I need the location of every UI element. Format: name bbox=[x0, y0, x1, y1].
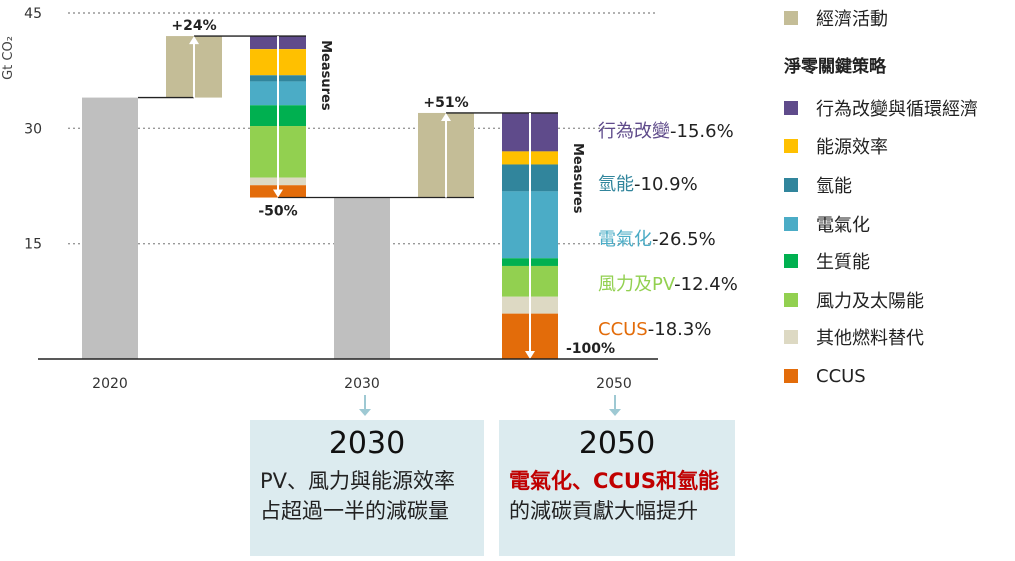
callout-2030: 2030 PV、風力與能源效率占超過一半的減碳量 bbox=[250, 420, 484, 556]
legend-swatch bbox=[784, 293, 798, 307]
y-tick-label: 15 bbox=[24, 237, 42, 253]
annotation-name: 電氣化 bbox=[598, 229, 652, 250]
annotation-value: -18.3% bbox=[648, 319, 712, 340]
annotation: 氫能-10.9% bbox=[598, 174, 698, 195]
measures-vertical-2030: Measures bbox=[318, 40, 333, 111]
legend-swatch bbox=[784, 369, 798, 383]
legend-label: 電氣化 bbox=[816, 215, 870, 236]
y-tick-label: 30 bbox=[24, 121, 42, 137]
callout-title: 2050 bbox=[578, 426, 656, 461]
bar-2030 bbox=[334, 197, 390, 359]
legend-label: 能源效率 bbox=[816, 137, 888, 158]
callout-rest: 的減碳貢獻大幅提升 bbox=[509, 499, 698, 523]
label-measures-2050: -100% bbox=[566, 341, 615, 357]
legend-item: 氫能 bbox=[784, 174, 852, 197]
legend-item: 生質能 bbox=[784, 250, 870, 273]
annotation-name: 氫能 bbox=[598, 174, 634, 195]
waterfall-chart: Gt CO₂ 15 30 45 +24% -50% +51% -100% Measures M… bbox=[1, 6, 738, 392]
callout-2050: 2050 電氣化、CCUS和氫能的減碳貢獻大幅提升 bbox=[499, 420, 735, 556]
annotation: 行為改變-15.6% bbox=[598, 121, 734, 142]
connector-lines bbox=[138, 35, 558, 199]
legend-item: 其他燃料替代 bbox=[784, 326, 924, 349]
legend-swatch bbox=[784, 178, 798, 192]
legend-label: CCUS bbox=[816, 365, 866, 387]
callout-text: 電氣化、CCUS和氫能的減碳貢獻大幅提升 bbox=[509, 466, 727, 526]
legend-label: 經濟活動 bbox=[816, 9, 888, 30]
annotation: 電氣化-26.5% bbox=[598, 229, 716, 250]
arrow-head bbox=[525, 351, 535, 359]
callout-arrow-2050 bbox=[609, 395, 621, 416]
legend-label: 風力及太陽能 bbox=[816, 291, 924, 312]
x-tick-label: 2020 bbox=[92, 376, 128, 392]
arrow-head bbox=[189, 36, 199, 45]
x-tick-label: 2050 bbox=[596, 376, 632, 392]
legend-swatch bbox=[784, 330, 798, 344]
measures-vertical-2050: Measures bbox=[570, 143, 585, 214]
y-axis-label: Gt CO₂ bbox=[1, 36, 16, 80]
legend-item: 電氣化 bbox=[784, 213, 870, 236]
legend-item: 行為改變與循環經濟 bbox=[784, 97, 978, 120]
legend-swatch bbox=[784, 101, 798, 115]
legend-label: 其他燃料替代 bbox=[816, 328, 924, 349]
legend-item-economic: 經濟活動 bbox=[784, 7, 888, 30]
annotations-2050: 行為改變-15.6% 氫能-10.9% 電氣化-26.5% 風力及PV-12.4% CC… bbox=[598, 121, 738, 340]
legend-swatch bbox=[784, 254, 798, 268]
legend-item: CCUS bbox=[784, 365, 866, 387]
legend-label: 氫能 bbox=[816, 176, 852, 197]
legend-item: 風力及太陽能 bbox=[784, 289, 924, 312]
legend-item: 能源效率 bbox=[784, 135, 888, 158]
annotation-name: 行為改變 bbox=[598, 121, 670, 142]
x-axis: 2020 2030 2050 bbox=[38, 358, 658, 392]
label-econ-2050: +51% bbox=[423, 95, 468, 111]
legend-swatch bbox=[784, 217, 798, 231]
annotation-value: -10.9% bbox=[634, 174, 698, 195]
annotation: 風力及PV-12.4% bbox=[598, 274, 738, 295]
annotation-value: -12.4% bbox=[674, 274, 738, 295]
annotation-name: 風力及PV bbox=[598, 274, 676, 295]
callout-title: 2030 bbox=[328, 426, 406, 461]
callout-arrow-2030 bbox=[359, 395, 371, 416]
arrow-head bbox=[441, 112, 451, 121]
annotation-value: -26.5% bbox=[652, 229, 716, 250]
y-axis: Gt CO₂ 15 30 45 bbox=[1, 6, 42, 253]
y-tick-label: 45 bbox=[24, 6, 42, 22]
annotation-name: CCUS bbox=[598, 319, 648, 340]
legend-swatch bbox=[784, 139, 798, 153]
label-econ-2030: +24% bbox=[171, 18, 216, 34]
x-tick-label: 2030 bbox=[344, 376, 380, 392]
callout-highlight: 電氣化、CCUS和氫能 bbox=[509, 469, 719, 493]
arrows bbox=[189, 36, 535, 359]
legend-heading: 淨零關鍵策略 bbox=[784, 57, 886, 77]
callout-text: PV、風力與能源效率占超過一半的減碳量 bbox=[260, 469, 456, 523]
annotation-value: -15.6% bbox=[670, 121, 734, 142]
legend-label: 生質能 bbox=[816, 252, 870, 273]
legend-swatch bbox=[784, 11, 798, 25]
legend-label: 行為改變與循環經濟 bbox=[816, 99, 978, 120]
annotation: CCUS-18.3% bbox=[598, 319, 711, 340]
bar-2020 bbox=[82, 97, 138, 360]
bar-labels: +24% -50% +51% -100% Measures Measures bbox=[171, 18, 615, 357]
arrow-head bbox=[273, 189, 283, 198]
label-measures-2030: -50% bbox=[258, 204, 297, 220]
